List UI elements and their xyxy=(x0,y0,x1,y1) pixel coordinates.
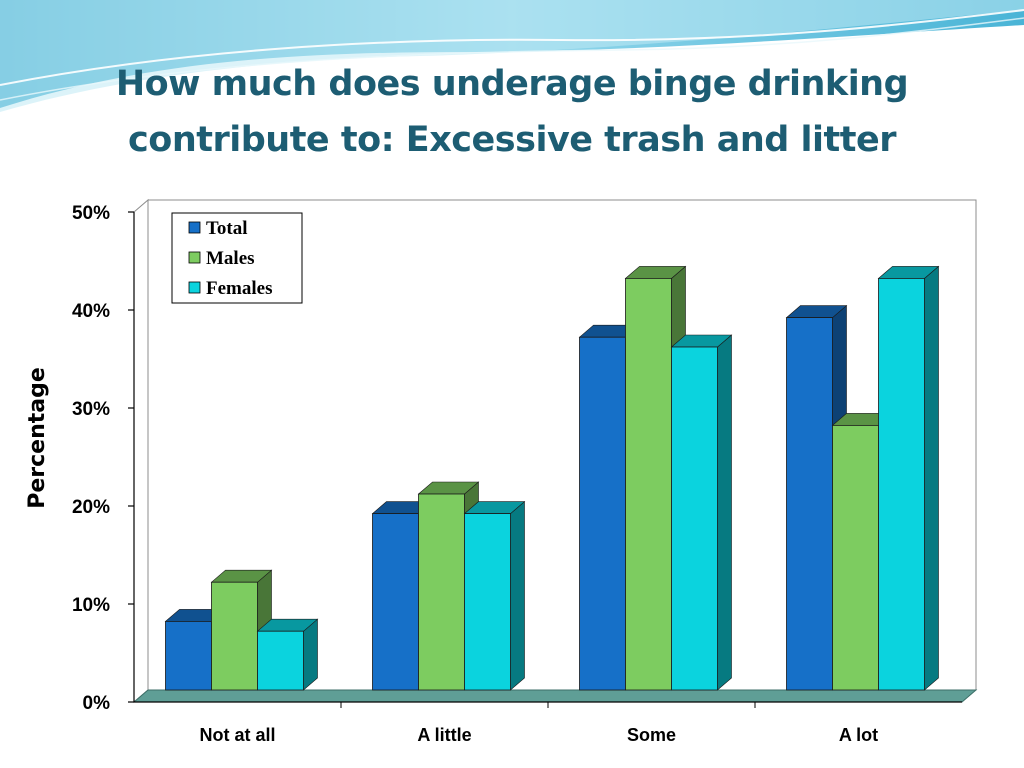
y-tick-label: 10% xyxy=(72,595,110,616)
legend-label-total: Total xyxy=(206,218,248,239)
y-axis-title: Percentage xyxy=(25,367,50,509)
bar-females-a-little xyxy=(463,500,526,691)
bar-front-face xyxy=(671,346,718,691)
legend-swatch-females xyxy=(188,281,201,294)
bar-front-face xyxy=(418,493,465,691)
bar-total-a-lot xyxy=(785,304,848,691)
legend-swatch-total xyxy=(188,221,201,234)
bar-side-face xyxy=(510,500,525,691)
slide-title-line-2: contribute to: Excessive trash and litte… xyxy=(128,120,896,160)
y-tick-label: 20% xyxy=(72,497,110,518)
bar-front-face xyxy=(464,513,511,691)
slide-title-line-1: How much does underage binge drinking xyxy=(115,64,909,104)
bar-females-a-lot xyxy=(877,265,940,691)
legend: Total Males Females xyxy=(171,212,303,304)
bar-front-face xyxy=(372,513,419,691)
x-tick-label: A little xyxy=(417,725,471,745)
y-tick-label: 0% xyxy=(83,693,111,714)
y-tick-label: 50% xyxy=(72,203,110,224)
y-tick-label: 40% xyxy=(72,301,110,322)
x-tick-label: Not at all xyxy=(199,725,275,745)
chart-floor xyxy=(132,689,978,703)
bar-front-face xyxy=(165,621,212,691)
bar-front-face xyxy=(625,277,672,691)
y-axis-ticks: 0% 10% 20% 30% 40% 50% xyxy=(72,203,134,714)
bar-females-some xyxy=(670,334,733,691)
legend-label-males: Males xyxy=(206,248,255,269)
bar-side-face xyxy=(717,334,732,691)
slide-title: How much does underage binge drinking co… xyxy=(0,56,1024,168)
y-tick-label: 30% xyxy=(72,399,110,420)
x-tick-label: Some xyxy=(627,725,676,745)
bar-side-face xyxy=(924,265,939,691)
bar-front-face xyxy=(257,630,304,691)
x-tick-label: A lot xyxy=(839,725,878,745)
x-axis-ticks: Not at all A little Some A lot xyxy=(199,702,878,745)
bar-front-face xyxy=(878,277,925,691)
bar-females-not-at-all xyxy=(256,618,319,691)
background-wave-decoration xyxy=(0,0,1024,112)
bars xyxy=(164,265,940,691)
bar-front-face xyxy=(211,581,258,691)
legend-label-females: Females xyxy=(206,278,272,299)
bar-side-face xyxy=(303,618,318,691)
bar-front-face xyxy=(832,424,879,691)
bar-front-face xyxy=(579,336,626,691)
bar-front-face xyxy=(786,317,833,691)
legend-swatch-males xyxy=(188,251,201,264)
plot-frame xyxy=(132,198,978,704)
